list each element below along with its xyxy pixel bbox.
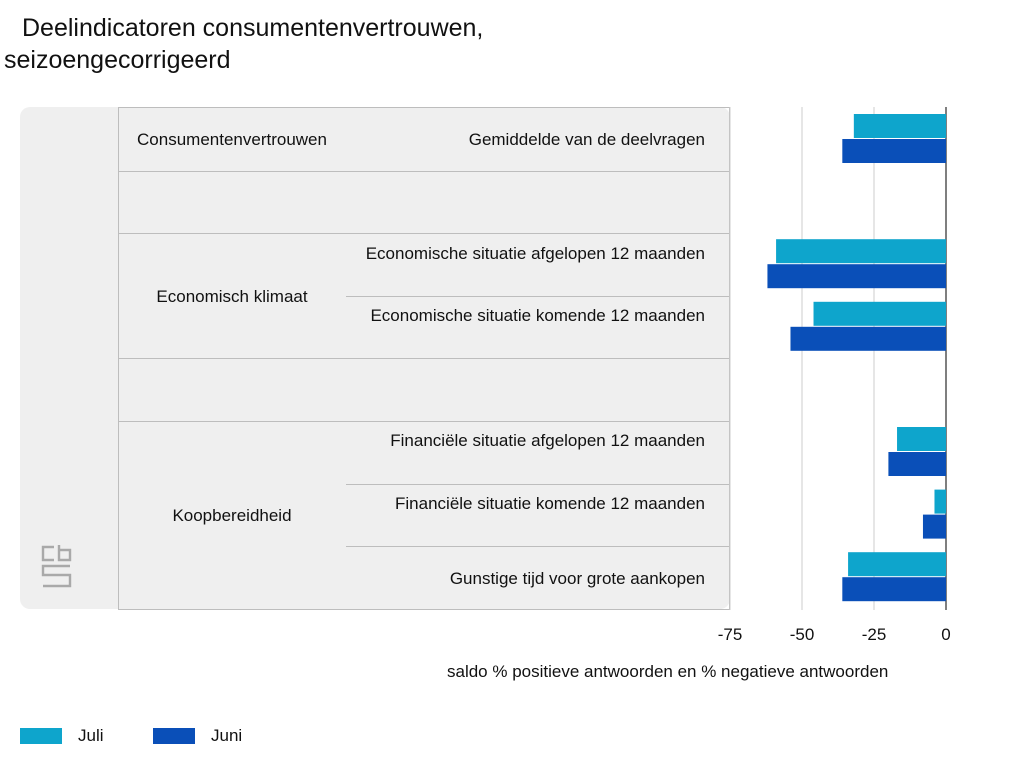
x-tick-label: -25	[862, 625, 887, 644]
bar-juli	[853, 114, 946, 138]
chart-title-line1: Deelindicatoren consumentenvertrouwen,	[22, 14, 484, 42]
chart-title-line2: seizoengecorrigeerd	[4, 46, 231, 74]
bar-juni	[767, 264, 946, 289]
bar-juli	[813, 301, 946, 326]
bar-juni	[922, 514, 946, 539]
bar-juni	[790, 326, 946, 351]
bar-juli	[934, 489, 946, 514]
legend-label-juni: Juni	[211, 726, 243, 745]
bar-juli	[897, 427, 946, 451]
cbs-logo-icon	[41, 545, 72, 588]
x-tick-label: 0	[941, 625, 950, 644]
chart-title: Deelindicatoren consumentenvertrouwen, s…	[4, 12, 624, 76]
x-axis-label: saldo % positieve antwoorden en % negati…	[447, 662, 889, 681]
x-tick-label: -75	[718, 625, 743, 644]
category-panel	[20, 107, 730, 609]
legend-swatch-juni	[153, 728, 195, 744]
bar-juni	[888, 452, 946, 476]
bar-juli	[848, 552, 946, 577]
bar-juli	[776, 239, 946, 264]
legend-item-juni: Juni	[153, 726, 242, 746]
legend-item-juli: Juli	[20, 726, 104, 746]
legend-label-juli: Juli	[78, 726, 104, 745]
x-tick-label: -50	[790, 625, 815, 644]
legend-swatch-juli	[20, 728, 62, 744]
bar-juni	[842, 139, 946, 163]
bar-juni	[842, 577, 946, 602]
